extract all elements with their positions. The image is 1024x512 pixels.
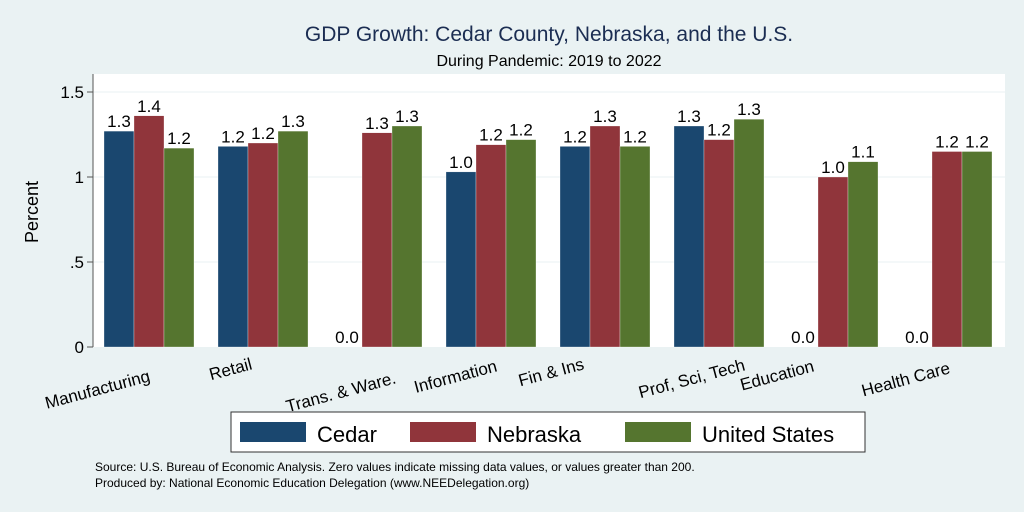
bar — [505, 139, 537, 348]
legend-label: United States — [702, 422, 834, 447]
bar — [133, 115, 165, 348]
data-label: 1.3 — [677, 107, 701, 126]
data-label: 1.2 — [965, 133, 989, 152]
bar — [163, 147, 195, 348]
bar — [103, 130, 135, 348]
data-label: 1.3 — [281, 112, 305, 131]
data-label: 1.3 — [593, 107, 617, 126]
legend-label: Cedar — [317, 422, 377, 447]
legend-swatch-nebraska — [410, 422, 476, 442]
bar — [247, 142, 279, 348]
bar — [277, 130, 309, 348]
data-label: 1.2 — [623, 127, 647, 146]
y-tick-label: .5 — [70, 253, 84, 272]
y-axis-label: Percent — [22, 181, 42, 243]
data-label: 1.2 — [935, 133, 959, 152]
data-label: 1.4 — [137, 97, 161, 116]
produced-by-note: Produced by: National Economic Education… — [95, 476, 529, 490]
data-label: 1.2 — [563, 127, 587, 146]
bar — [559, 146, 591, 348]
bar — [817, 176, 849, 348]
data-label: 1.3 — [107, 112, 131, 131]
chart-title: GDP Growth: Cedar County, Nebraska, and … — [305, 23, 793, 46]
bar — [391, 125, 423, 348]
data-label: 1.2 — [251, 124, 275, 143]
bar — [733, 119, 765, 348]
legend-swatch-united-states — [625, 422, 691, 442]
bar — [589, 125, 621, 348]
legend: Cedar Nebraska United States — [230, 411, 866, 453]
data-label: 1.0 — [449, 153, 473, 172]
bar — [619, 146, 651, 348]
legend-swatch-cedar — [240, 422, 306, 442]
data-labels: 1.3 1.4 1.2 1.2 1.2 1.3 0.0 1.3 1.3 1.0 1.2 1.2 1.2 1… — [107, 97, 989, 347]
data-label: 1.2 — [221, 127, 245, 146]
chart-subtitle: During Pandemic: 2019 to 2022 — [436, 53, 661, 70]
data-label: 1.2 — [167, 129, 191, 148]
bar — [703, 139, 735, 348]
data-label: 1.3 — [737, 100, 761, 119]
data-label: 1.2 — [707, 121, 731, 140]
bar — [361, 132, 393, 348]
bar — [931, 151, 963, 348]
y-ticks: 0 .5 1 1.5 — [60, 83, 93, 357]
legend-box — [230, 411, 866, 453]
bar — [445, 171, 477, 348]
bar — [961, 151, 993, 348]
bars — [103, 115, 993, 348]
y-tick-label: 1 — [75, 168, 84, 187]
data-label: 1.3 — [365, 114, 389, 133]
data-label: 0.0 — [905, 328, 929, 347]
data-label: 1.2 — [479, 126, 503, 145]
legend-label: Nebraska — [487, 422, 582, 447]
bar — [847, 161, 879, 348]
data-label: 1.0 — [821, 158, 845, 177]
data-label: 1.1 — [851, 143, 875, 162]
data-label: 0.0 — [335, 328, 359, 347]
y-tick-label: 1.5 — [60, 83, 84, 102]
data-label: 1.2 — [509, 121, 533, 140]
source-note: Source: U.S. Bureau of Economic Analysis… — [95, 460, 695, 474]
data-label: 0.0 — [791, 328, 815, 347]
data-label: 1.3 — [395, 107, 419, 126]
y-tick-label: 0 — [75, 338, 84, 357]
bar — [673, 125, 705, 348]
bar — [475, 144, 507, 348]
bar — [217, 146, 249, 348]
